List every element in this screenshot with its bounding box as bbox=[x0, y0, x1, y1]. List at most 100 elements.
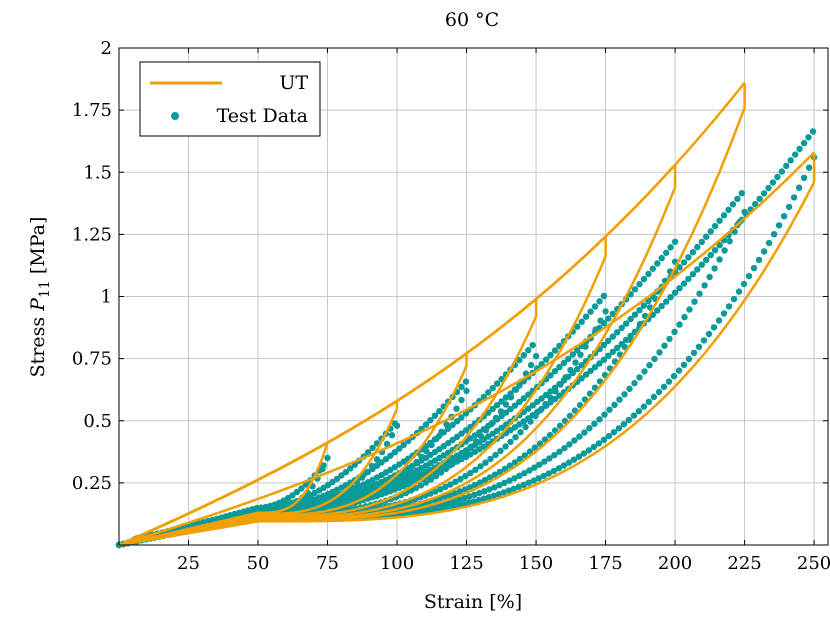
test-data-point bbox=[785, 203, 793, 211]
test-data-point bbox=[458, 396, 465, 404]
test-data-point bbox=[547, 372, 554, 379]
test-data-point bbox=[581, 429, 588, 436]
test-data-point bbox=[463, 387, 470, 395]
test-data-point bbox=[694, 243, 701, 251]
test-data-point bbox=[298, 485, 305, 492]
test-data-point bbox=[578, 375, 585, 382]
test-data-point bbox=[800, 139, 808, 147]
test-data-point bbox=[520, 395, 527, 402]
test-data-point bbox=[705, 330, 713, 338]
ut-loading-curve bbox=[118, 81, 746, 547]
test-data-point bbox=[535, 475, 542, 482]
test-data-point bbox=[600, 356, 608, 363]
test-data-point bbox=[556, 392, 563, 399]
test-data-point bbox=[716, 256, 723, 263]
test-data-point bbox=[475, 496, 482, 504]
test-data-point bbox=[635, 408, 643, 415]
test-data-point bbox=[671, 238, 679, 245]
test-data-point bbox=[540, 472, 547, 480]
y-tick-label: 0.5 bbox=[83, 411, 112, 432]
test-data-point bbox=[440, 443, 447, 450]
test-data-point bbox=[491, 471, 499, 478]
test-data-point bbox=[521, 452, 529, 459]
test-data-point bbox=[627, 315, 634, 323]
test-data-point bbox=[809, 128, 817, 135]
test-data-point bbox=[541, 458, 548, 465]
test-data-point bbox=[726, 238, 733, 245]
ut-model-series bbox=[118, 81, 816, 547]
test-data-point bbox=[640, 275, 648, 283]
test-data-point bbox=[512, 434, 519, 441]
test-data-point bbox=[630, 412, 638, 419]
test-data-point bbox=[529, 341, 536, 349]
test-data-point bbox=[572, 359, 579, 366]
test-data-point bbox=[525, 347, 532, 354]
test-data-point bbox=[455, 501, 462, 509]
test-data-point bbox=[458, 383, 465, 390]
test-data-point bbox=[489, 384, 496, 392]
test-data-point bbox=[600, 436, 608, 443]
test-data-point bbox=[431, 436, 439, 443]
test-data-point bbox=[466, 493, 473, 500]
test-data-point bbox=[458, 430, 465, 437]
test-data-point bbox=[631, 286, 639, 293]
test-data-point bbox=[752, 200, 759, 208]
test-data-point bbox=[489, 405, 496, 413]
test-data-point bbox=[530, 477, 537, 484]
test-data-point bbox=[551, 384, 559, 391]
legend: UT Test Data bbox=[139, 61, 321, 137]
test-data-point bbox=[774, 173, 781, 181]
test-data-point bbox=[511, 475, 518, 482]
test-data-point bbox=[526, 448, 534, 455]
test-data-point bbox=[529, 402, 536, 409]
test-data-point bbox=[591, 420, 598, 427]
test-data-point bbox=[547, 388, 554, 395]
test-data-point bbox=[550, 467, 558, 475]
test-data-point bbox=[596, 298, 603, 305]
test-data-point bbox=[725, 206, 732, 213]
test-data-point bbox=[571, 437, 578, 444]
test-data-point bbox=[412, 484, 420, 492]
test-data-point bbox=[711, 265, 718, 272]
test-data-point bbox=[574, 347, 581, 354]
test-data-point bbox=[451, 490, 459, 497]
test-data-point bbox=[447, 481, 454, 488]
test-data-point bbox=[609, 333, 616, 340]
test-data-point bbox=[490, 492, 497, 499]
test-data-point bbox=[566, 441, 573, 448]
test-data-point bbox=[587, 308, 594, 315]
test-data-point bbox=[729, 201, 737, 208]
test-data-point bbox=[436, 432, 443, 440]
y-axis-title-subscript: 11 bbox=[37, 280, 53, 298]
test-data-point bbox=[565, 373, 572, 380]
test-data-point bbox=[707, 228, 714, 235]
test-data-point bbox=[614, 329, 621, 336]
test-data-point bbox=[587, 367, 594, 375]
test-data-point bbox=[711, 247, 719, 254]
test-data-point bbox=[601, 411, 608, 418]
test-data-point bbox=[511, 402, 519, 409]
test-data-point bbox=[622, 320, 630, 327]
test-data-point bbox=[472, 466, 479, 473]
test-data-point bbox=[515, 483, 522, 490]
test-data-point bbox=[501, 465, 509, 472]
test-data-point bbox=[578, 362, 585, 369]
test-data-point bbox=[556, 448, 563, 455]
test-data-point bbox=[795, 184, 803, 191]
test-data-point bbox=[756, 195, 763, 202]
test-data-point bbox=[715, 317, 723, 324]
test-data-point bbox=[546, 455, 553, 462]
test-data-point bbox=[787, 157, 794, 164]
x-tick-label: 125 bbox=[449, 553, 483, 574]
ut-unloading-curve bbox=[118, 181, 816, 547]
test-data-point bbox=[476, 429, 483, 436]
test-data-point bbox=[646, 362, 653, 369]
test-data-point bbox=[591, 364, 599, 371]
test-data-point bbox=[465, 499, 472, 506]
test-data-point bbox=[716, 217, 723, 224]
test-data-point bbox=[680, 280, 688, 287]
test-data-point bbox=[364, 449, 372, 456]
test-data-point bbox=[661, 342, 668, 349]
test-data-point bbox=[655, 388, 663, 396]
